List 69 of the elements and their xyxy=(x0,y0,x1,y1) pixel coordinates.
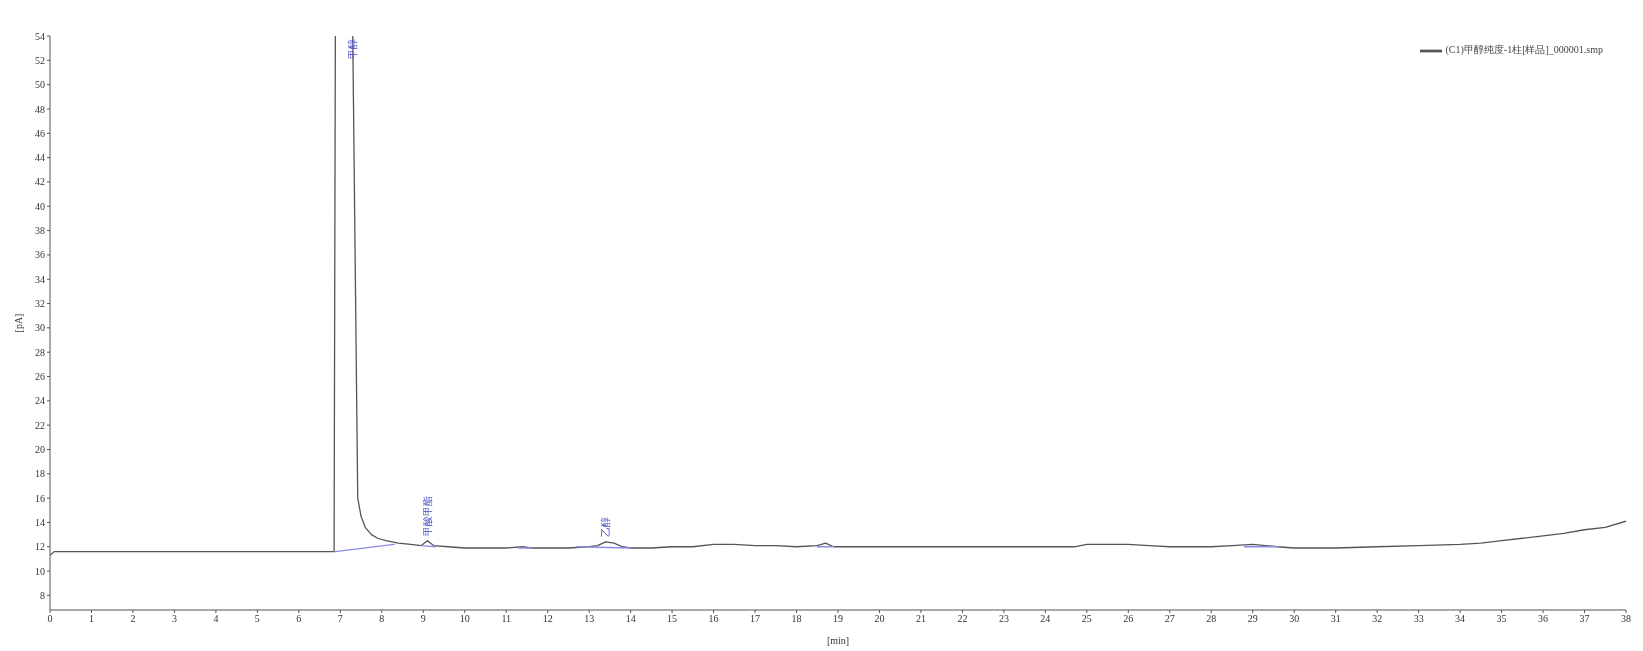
x-tick-label: 21 xyxy=(915,613,926,625)
x-tick-label: 8 xyxy=(379,613,385,625)
y-tick-label: 16 xyxy=(35,492,45,504)
y-tick-label: 40 xyxy=(35,200,45,212)
y-tick-label: 46 xyxy=(35,127,45,139)
legend-label: (C1)甲醇纯度-1柱[样品]_000001.smp xyxy=(1445,44,1603,56)
y-tick-label: 38 xyxy=(35,225,45,237)
x-tick-label: 10 xyxy=(459,613,470,625)
y-tick-label: 26 xyxy=(35,371,45,383)
x-tick-label: 33 xyxy=(1413,613,1424,625)
x-tick-label: 35 xyxy=(1496,613,1507,625)
x-tick-label: 16 xyxy=(708,613,719,625)
x-tick-label: 1 xyxy=(88,613,94,625)
x-axis-title: [min] xyxy=(826,635,850,646)
x-tick-label: 5 xyxy=(254,613,260,625)
y-tick-label: 48 xyxy=(35,103,45,115)
y-tick-label: 44 xyxy=(35,152,45,164)
x-tick-label: 2 xyxy=(130,613,136,625)
x-tick-label: 20 xyxy=(874,613,885,625)
x-tick-label: 28 xyxy=(1206,613,1217,625)
x-tick-label: 22 xyxy=(957,613,968,625)
x-tick-label: 38 xyxy=(1621,613,1631,625)
x-tick-label: 19 xyxy=(833,613,843,625)
y-tick-label: 8 xyxy=(40,589,45,601)
y-tick-label: 12 xyxy=(35,541,45,553)
annotation: 乙醇 xyxy=(600,516,612,537)
y-tick-label: 14 xyxy=(35,516,45,528)
y-tick-label: 28 xyxy=(35,346,45,358)
y-tick-label: 42 xyxy=(35,176,45,188)
y-tick-label: 24 xyxy=(35,395,45,407)
annotation: 甲醇 xyxy=(347,39,359,59)
x-tick-label: 13 xyxy=(584,613,595,625)
x-tick-label: 27 xyxy=(1164,613,1175,625)
x-tick-label: 3 xyxy=(171,613,177,625)
x-tick-label: 23 xyxy=(998,613,1009,625)
x-tick-label: 0 xyxy=(47,613,53,625)
y-tick-label: 54 xyxy=(35,30,45,42)
y-tick-label: 20 xyxy=(35,444,45,456)
x-tick-label: 12 xyxy=(542,613,553,625)
x-tick-label: 9 xyxy=(420,613,426,625)
y-axis-title: [pA] xyxy=(12,313,24,333)
x-tick-label: 4 xyxy=(213,613,219,625)
x-tick-label: 18 xyxy=(791,613,802,625)
x-tick-label: 11 xyxy=(501,613,512,625)
x-tick-label: 34 xyxy=(1455,613,1466,625)
x-tick-label: 31 xyxy=(1330,613,1341,625)
y-tick-label: 52 xyxy=(35,54,45,66)
x-tick-label: 15 xyxy=(667,613,678,625)
y-tick-label: 32 xyxy=(35,298,45,310)
y-tick-label: 22 xyxy=(35,419,45,431)
x-tick-label: 26 xyxy=(1123,613,1134,625)
x-tick-label: 6 xyxy=(296,613,302,625)
annotation: 甲酸甲酯 xyxy=(421,495,433,536)
x-tick-label: 24 xyxy=(1040,613,1051,625)
y-tick-label: 36 xyxy=(35,249,45,261)
y-tick-label: 34 xyxy=(35,273,45,285)
x-tick-label: 30 xyxy=(1289,613,1300,625)
y-tick-label: 10 xyxy=(35,565,45,577)
x-tick-label: 17 xyxy=(750,613,761,625)
x-tick-label: 25 xyxy=(1081,613,1092,625)
x-tick-label: 36 xyxy=(1538,613,1549,625)
y-tick-label: 50 xyxy=(35,79,45,91)
x-tick-label: 32 xyxy=(1372,613,1383,625)
y-tick-label: 18 xyxy=(35,468,45,480)
x-tick-label: 29 xyxy=(1247,613,1258,625)
x-tick-label: 37 xyxy=(1579,613,1590,625)
x-tick-label: 7 xyxy=(337,613,343,625)
y-tick-label: 30 xyxy=(35,322,45,334)
x-tick-label: 14 xyxy=(625,613,636,625)
